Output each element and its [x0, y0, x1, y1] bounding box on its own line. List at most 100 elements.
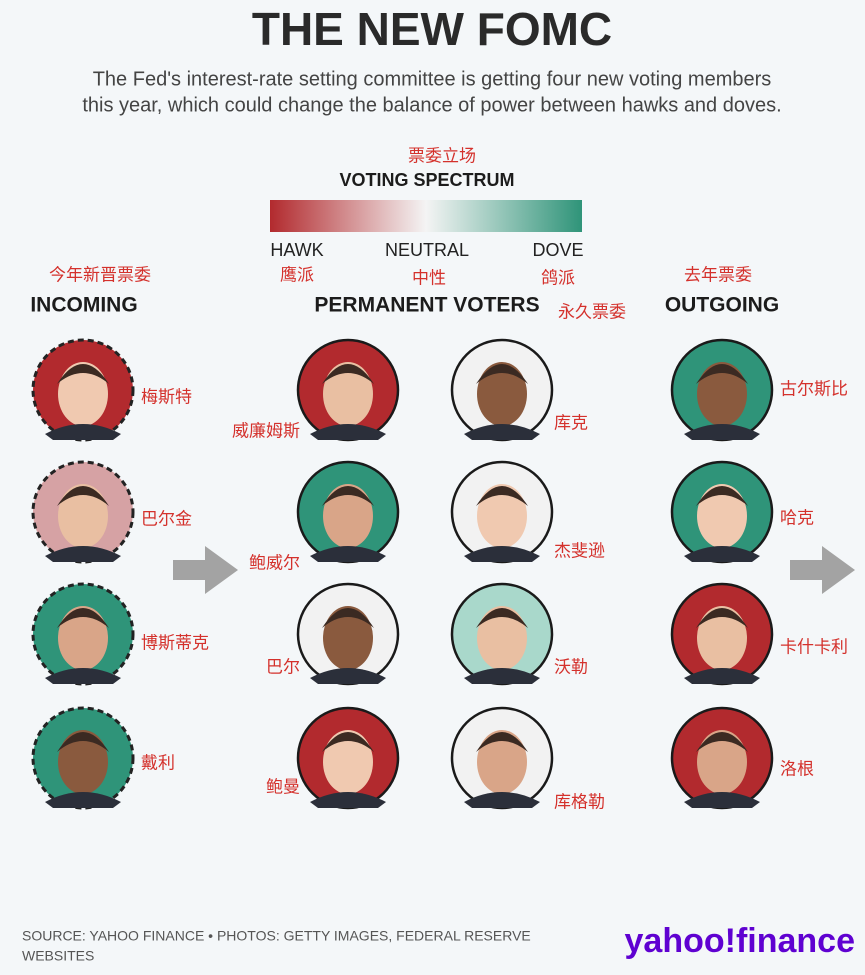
face: [697, 484, 747, 548]
member-name: 鲍威尔: [249, 554, 300, 574]
shoulders: [464, 424, 540, 440]
group-title: INCOMING: [30, 294, 137, 317]
member: 库克: [450, 338, 588, 442]
shoulders: [464, 546, 540, 562]
member-name: 博斯蒂克: [141, 634, 209, 654]
face: [477, 484, 527, 548]
member-name: 卡什卡利: [780, 638, 848, 658]
member: 杰斐逊: [450, 460, 605, 564]
shoulders: [464, 792, 540, 808]
shoulders: [684, 546, 760, 562]
annotation: 永久票委: [558, 303, 626, 323]
source: WEBSITES: [22, 948, 94, 964]
member: 巴尔金: [31, 460, 192, 564]
hair: [322, 486, 374, 506]
shoulders: [310, 792, 386, 808]
member-name: 杰斐逊: [554, 542, 605, 562]
member-name: 洛根: [780, 760, 814, 780]
member: 梅斯特: [31, 338, 192, 442]
shoulders: [684, 792, 760, 808]
shoulders: [684, 668, 760, 684]
member-name: 沃勒: [554, 658, 588, 678]
arrow: [173, 546, 238, 594]
hair: [476, 364, 528, 384]
face: [323, 606, 373, 670]
spectrum-label: NEUTRAL: [385, 240, 469, 260]
member: 巴尔: [266, 582, 400, 686]
annotation: 去年票委: [684, 266, 752, 286]
hair: [476, 486, 528, 506]
hair: [57, 732, 109, 752]
hair: [322, 608, 374, 628]
spectrum-label: DOVE: [532, 240, 583, 260]
face: [697, 362, 747, 426]
title: THE NEW FOMC: [252, 3, 612, 55]
face: [58, 484, 108, 548]
annotation: 票委立场: [408, 147, 476, 167]
face: [58, 606, 108, 670]
annotation: 鸽派: [541, 269, 575, 289]
spectrum-label: HAWK: [270, 240, 323, 260]
shoulders: [45, 792, 121, 808]
member-name: 巴尔: [266, 658, 300, 678]
hair: [322, 732, 374, 752]
hair: [476, 732, 528, 752]
spectrum-title: VOTING SPECTRUM: [339, 170, 514, 190]
face: [323, 730, 373, 794]
member: 卡什卡利: [670, 582, 848, 686]
hair: [696, 732, 748, 752]
logo: yahoo!finance: [625, 922, 855, 960]
face: [477, 730, 527, 794]
face: [477, 606, 527, 670]
shoulders: [45, 668, 121, 684]
subtitle: this year, which could change the balanc…: [82, 94, 781, 116]
shoulders: [310, 546, 386, 562]
hair: [57, 608, 109, 628]
face: [697, 606, 747, 670]
shoulders: [45, 424, 121, 440]
group-title: OUTGOING: [665, 294, 779, 317]
face: [697, 730, 747, 794]
member-name: 巴尔金: [141, 510, 192, 530]
member-name: 古尔斯比: [780, 380, 848, 400]
member: 哈克: [670, 460, 814, 564]
shoulders: [684, 424, 760, 440]
subtitle: The Fed's interest-rate setting committe…: [93, 68, 772, 90]
member-name: 哈克: [780, 509, 814, 529]
hair: [57, 486, 109, 506]
shoulders: [310, 424, 386, 440]
hair: [696, 608, 748, 628]
face: [58, 362, 108, 426]
member: 古尔斯比: [670, 338, 848, 442]
member: 鲍威尔: [249, 460, 400, 574]
member: 威廉姆斯: [232, 338, 400, 442]
face: [58, 730, 108, 794]
arrow: [790, 546, 855, 594]
shoulders: [310, 668, 386, 684]
spectrum-bar: [270, 200, 582, 232]
member-name: 威廉姆斯: [232, 422, 300, 442]
shoulders: [45, 546, 121, 562]
member: 戴利: [31, 706, 175, 810]
face: [323, 362, 373, 426]
face: [323, 484, 373, 548]
shoulders: [464, 668, 540, 684]
annotation: 今年新晋票委: [49, 266, 151, 286]
member: 鲍曼: [266, 706, 400, 810]
annotation: 中性: [412, 269, 446, 289]
member: 库格勒: [450, 706, 605, 813]
source: SOURCE: YAHOO FINANCE • PHOTOS: GETTY IM…: [22, 928, 531, 944]
hair: [476, 608, 528, 628]
hair: [696, 486, 748, 506]
member: 沃勒: [450, 582, 588, 686]
face: [477, 362, 527, 426]
member-name: 鲍曼: [266, 778, 300, 798]
member-name: 梅斯特: [141, 388, 192, 408]
annotation: 鹰派: [280, 266, 314, 286]
hair: [322, 364, 374, 384]
group-title: PERMANENT VOTERS: [314, 294, 539, 317]
member-name: 库克: [554, 414, 588, 434]
hair: [696, 364, 748, 384]
